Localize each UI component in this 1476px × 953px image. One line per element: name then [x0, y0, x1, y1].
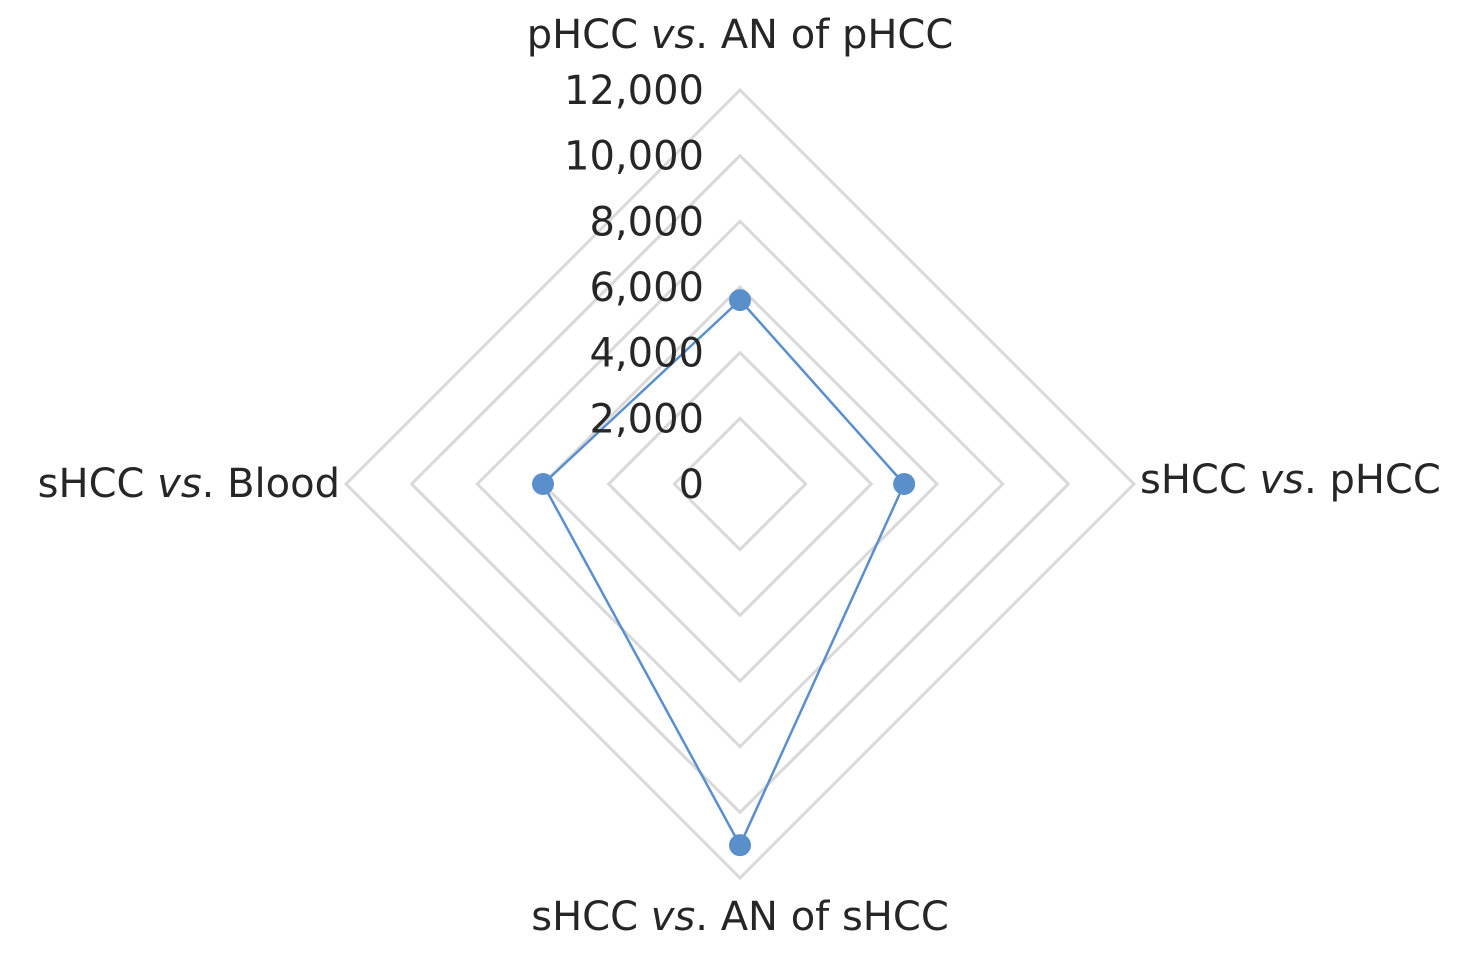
category-label-2: sHCC vs. AN of sHCC: [531, 894, 949, 940]
category-label-prefix: pHCC: [527, 12, 651, 58]
tick-label: 8,000: [589, 199, 704, 245]
grid-ring-5: [409, 153, 1071, 815]
radar-grid: [343, 87, 1137, 881]
category-label-3: sHCC vs. Blood: [38, 461, 340, 507]
category-label-italic: vs: [157, 461, 202, 507]
tick-label: 10,000: [564, 134, 704, 180]
category-label-0: pHCC vs. AN of pHCC: [527, 12, 954, 58]
grid-ring-6: [343, 87, 1137, 881]
radial-axis-ticks: 0 2,000 4,000 6,000 8,000 10,000 12,000: [564, 68, 704, 508]
category-label-suffix: . AN of sHCC: [695, 894, 948, 940]
category-label-suffix: . pHCC: [1304, 457, 1441, 503]
category-label-italic: vs: [1260, 457, 1305, 503]
tick-label: 12,000: [564, 68, 704, 114]
tick-label: 6,000: [589, 265, 704, 311]
category-label-italic: vs: [651, 894, 696, 940]
data-point-2: [729, 834, 751, 857]
grid-ring-2: [606, 350, 874, 618]
category-label-1: sHCC vs. pHCC: [1140, 457, 1441, 503]
category-label-italic: vs: [651, 12, 696, 58]
data-point-1: [893, 473, 916, 495]
grid-ring-3: [540, 284, 940, 684]
category-label-suffix: . Blood: [202, 461, 340, 507]
radar-series: [532, 289, 916, 857]
category-label-prefix: sHCC: [38, 461, 158, 507]
tick-label: 0: [679, 462, 704, 508]
category-label-suffix: . AN of pHCC: [695, 12, 953, 58]
grid-ring-4: [475, 219, 1005, 749]
tick-label: 2,000: [589, 396, 704, 442]
category-label-prefix: sHCC: [531, 894, 651, 940]
category-label-prefix: sHCC: [1140, 457, 1260, 503]
grid-ring-1: [672, 416, 808, 552]
data-point-0: [729, 289, 751, 312]
tick-label: 4,000: [589, 331, 704, 377]
data-point-3: [532, 473, 554, 495]
